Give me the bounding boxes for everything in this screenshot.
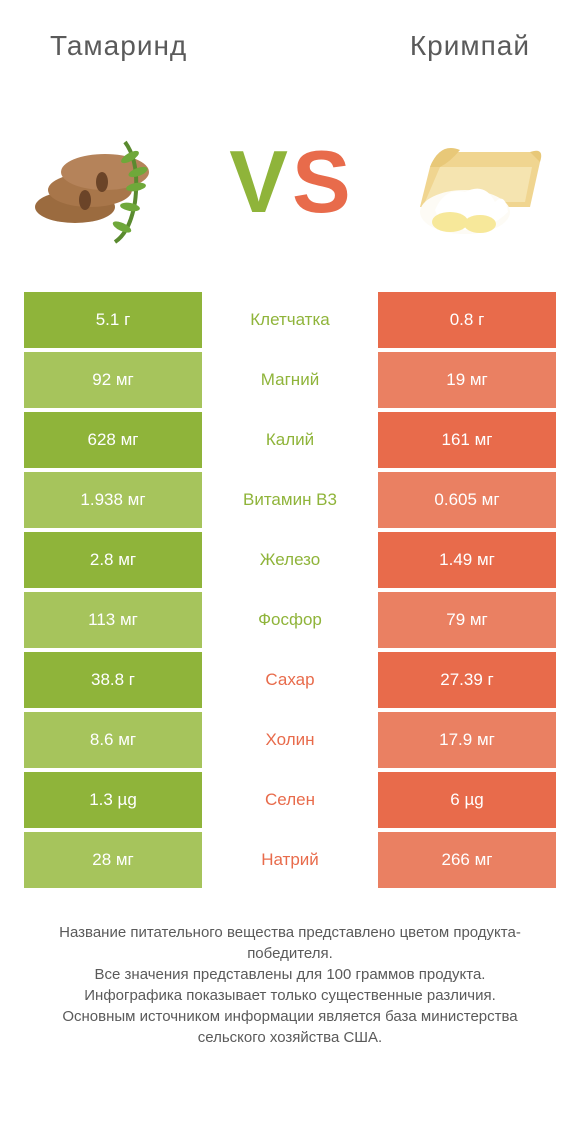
value-left: 28 мг	[24, 832, 202, 888]
value-left: 38.8 г	[24, 652, 202, 708]
nutrient-label: Витамин B3	[202, 472, 378, 528]
value-left: 2.8 мг	[24, 532, 202, 588]
value-left: 1.3 µg	[24, 772, 202, 828]
nutrient-label: Селен	[202, 772, 378, 828]
table-row: 628 мгКалий161 мг	[24, 412, 556, 468]
comparison-table: 5.1 гКлетчатка0.8 г92 мгМагний19 мг628 м…	[0, 292, 580, 888]
footer-line: Инфографика показывает только существенн…	[30, 985, 550, 1006]
nutrient-label: Холин	[202, 712, 378, 768]
table-row: 1.3 µgСелен6 µg	[24, 772, 556, 828]
nutrient-label: Железо	[202, 532, 378, 588]
value-right: 0.8 г	[378, 292, 556, 348]
value-right: 1.49 мг	[378, 532, 556, 588]
table-row: 113 мгФосфор79 мг	[24, 592, 556, 648]
table-row: 38.8 гСахар27.39 г	[24, 652, 556, 708]
images-row: V S	[0, 72, 580, 292]
title-left: Тамаринд	[50, 30, 187, 62]
value-left: 92 мг	[24, 352, 202, 408]
footer-line: Название питательного вещества представл…	[30, 922, 550, 964]
value-right: 27.39 г	[378, 652, 556, 708]
vs-label: V S	[229, 138, 350, 226]
nutrient-label: Сахар	[202, 652, 378, 708]
value-right: 79 мг	[378, 592, 556, 648]
footer-notes: Название питательного вещества представл…	[0, 892, 580, 1048]
title-right: Кримпай	[410, 30, 530, 62]
nutrient-label: Клетчатка	[202, 292, 378, 348]
value-left: 628 мг	[24, 412, 202, 468]
nutrient-label: Магний	[202, 352, 378, 408]
header: Тамаринд Кримпай	[0, 0, 580, 72]
value-right: 19 мг	[378, 352, 556, 408]
table-row: 92 мгМагний19 мг	[24, 352, 556, 408]
footer-line: Все значения представлены для 100 граммо…	[30, 964, 550, 985]
nutrient-label: Натрий	[202, 832, 378, 888]
value-right: 0.605 мг	[378, 472, 556, 528]
nutrient-label: Калий	[202, 412, 378, 468]
tamarind-icon	[30, 112, 190, 252]
vs-s: S	[292, 138, 351, 226]
value-left: 8.6 мг	[24, 712, 202, 768]
value-left: 113 мг	[24, 592, 202, 648]
table-row: 2.8 мгЖелезо1.49 мг	[24, 532, 556, 588]
value-right: 17.9 мг	[378, 712, 556, 768]
nutrient-label: Фосфор	[202, 592, 378, 648]
value-right: 161 мг	[378, 412, 556, 468]
table-row: 5.1 гКлетчатка0.8 г	[24, 292, 556, 348]
vs-v: V	[229, 138, 288, 226]
creampie-icon	[390, 112, 550, 252]
value-left: 1.938 мг	[24, 472, 202, 528]
value-right: 266 мг	[378, 832, 556, 888]
footer-line: Основным источником информации является …	[30, 1006, 550, 1048]
value-right: 6 µg	[378, 772, 556, 828]
table-row: 1.938 мгВитамин B30.605 мг	[24, 472, 556, 528]
table-row: 8.6 мгХолин17.9 мг	[24, 712, 556, 768]
table-row: 28 мгНатрий266 мг	[24, 832, 556, 888]
value-left: 5.1 г	[24, 292, 202, 348]
